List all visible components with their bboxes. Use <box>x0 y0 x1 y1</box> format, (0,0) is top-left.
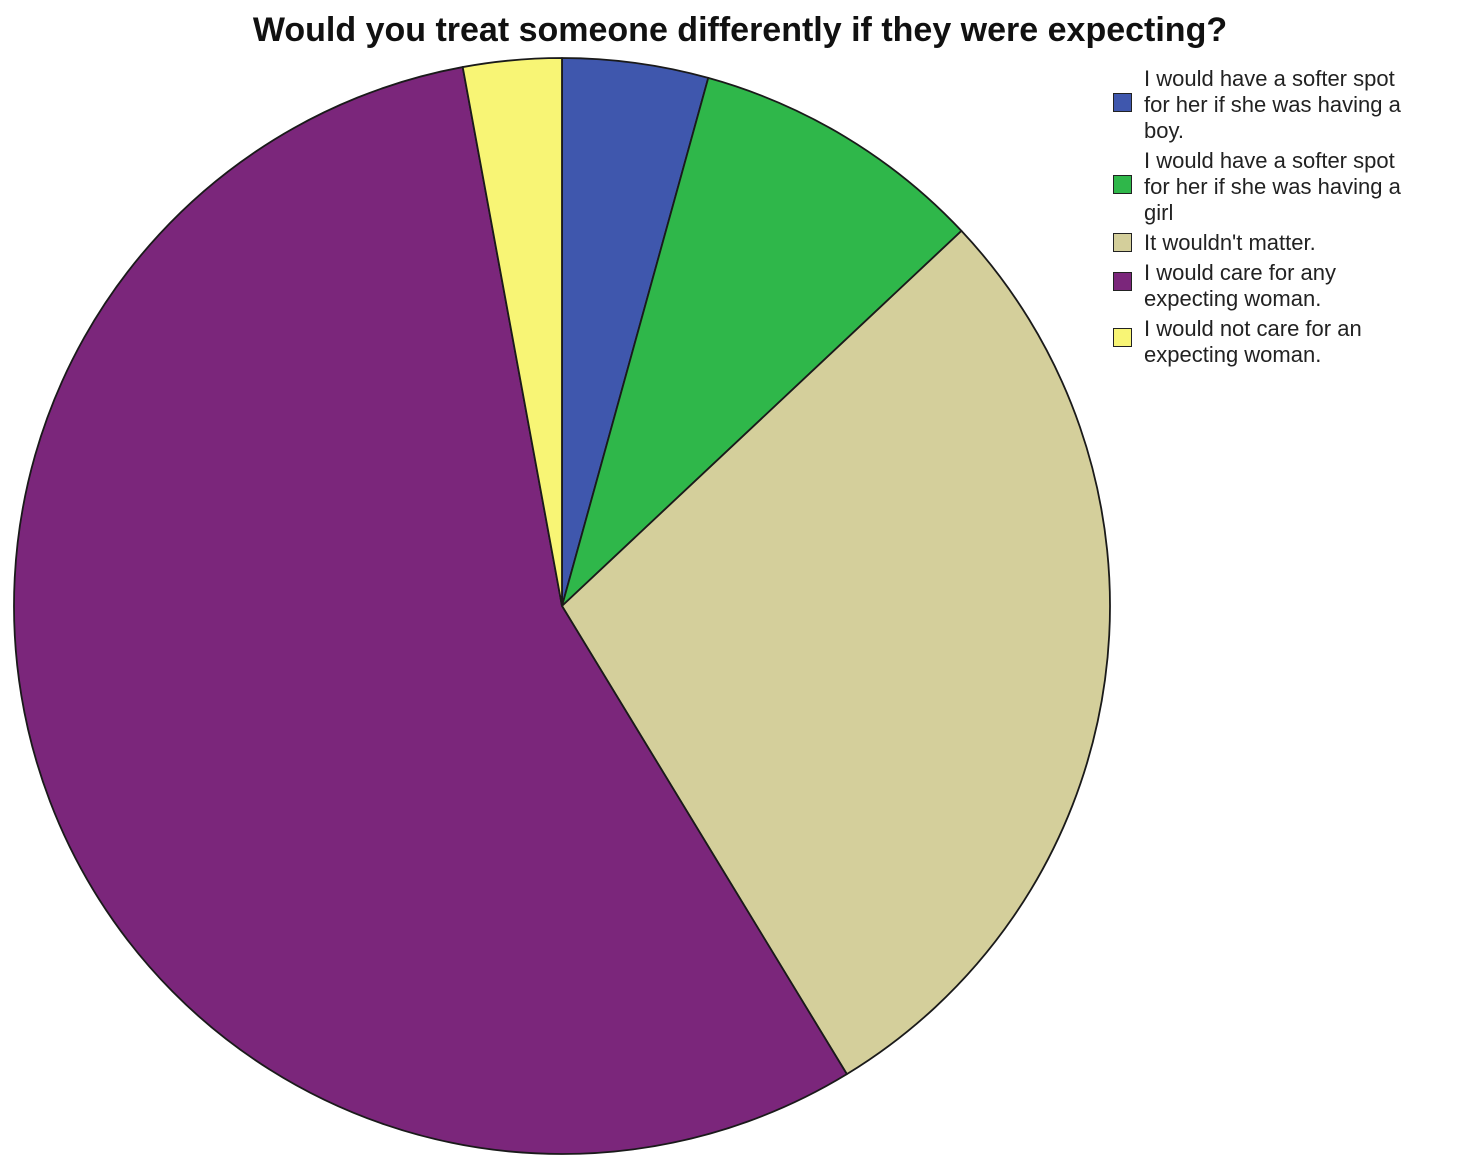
legend-swatch-girl <box>1113 175 1132 194</box>
legend-item-boy: I would have a softer spot for her if sh… <box>1113 66 1463 144</box>
legend-item-not-care: I would not care for an expecting woman. <box>1113 316 1463 368</box>
pie-slice-care-any <box>13 66 848 1155</box>
legend-label-boy: I would have a softer spot for her if sh… <box>1144 66 1401 143</box>
pie-slice-wouldnt-matter <box>561 229 1111 1076</box>
pie-slice-girl <box>561 76 963 607</box>
legend-label-care-any: I would care for any expecting woman. <box>1144 260 1336 311</box>
legend-swatch-boy <box>1113 93 1132 112</box>
legend-label-wouldnt-matter: It wouldn't matter. <box>1144 230 1316 255</box>
legend-swatch-care-any <box>1113 272 1132 291</box>
legend-swatch-wouldnt-matter <box>1113 233 1132 252</box>
legend-swatch-not-care <box>1113 328 1132 347</box>
chart-title: Would you treat someone differently if t… <box>252 11 1228 49</box>
pie-slices <box>13 57 1111 1155</box>
legend-item-care-any: I would care for any expecting woman. <box>1113 260 1463 312</box>
legend: I would have a softer spot for her if sh… <box>1113 66 1463 372</box>
pie-slice-not-care <box>461 57 563 607</box>
legend-label-girl: I would have a softer spot for her if sh… <box>1144 148 1401 225</box>
legend-item-wouldnt-matter: It wouldn't matter. <box>1113 230 1463 256</box>
legend-label-not-care: I would not care for an expecting woman. <box>1144 316 1362 367</box>
legend-item-girl: I would have a softer spot for her if sh… <box>1113 148 1463 226</box>
